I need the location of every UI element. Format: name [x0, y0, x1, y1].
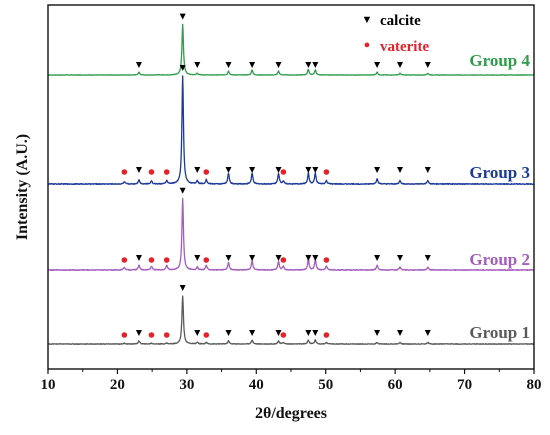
legend-vaterite-label: vaterite: [380, 39, 429, 55]
calcite-marker: [249, 330, 256, 336]
vaterite-marker: [323, 169, 330, 175]
vaterite-marker: [163, 257, 170, 263]
vaterite-marker: [163, 169, 170, 175]
calcite-marker: [374, 330, 381, 336]
calcite-marker: [397, 255, 404, 261]
series-group-1: Group 1: [47, 285, 535, 345]
series-label: Group 1: [469, 323, 530, 342]
legend: ▼ calcite ● vaterite: [362, 13, 430, 55]
vaterite-marker: [280, 257, 287, 263]
calcite-marker: [135, 255, 142, 261]
calcite-marker: [397, 62, 404, 68]
vaterite-marker: [148, 257, 155, 263]
calcite-marker: [135, 330, 142, 336]
calcite-marker: [275, 167, 282, 173]
calcite-marker: [249, 62, 256, 68]
x-tick-label: 30: [179, 377, 194, 393]
series-label: Group 4: [469, 51, 530, 70]
vaterite-marker: [121, 332, 128, 338]
series-group-3: Group 3: [47, 65, 535, 186]
legend-calcite-marker: ▼: [362, 14, 373, 26]
series-group-4: Group 4: [47, 13, 535, 76]
vaterite-marker: [203, 257, 210, 263]
plot-layer: Group 4 Group 3 Group 2 Group 1: [47, 13, 535, 345]
calcite-marker: [194, 167, 201, 173]
calcite-marker: [225, 167, 232, 173]
vaterite-marker: [323, 257, 330, 263]
x-tick-label: 40: [249, 377, 264, 393]
calcite-marker: [424, 255, 431, 261]
series-line: [47, 197, 535, 272]
x-axis: 10 20 30 40 50 60 70 80: [41, 369, 542, 393]
vaterite-marker: [163, 332, 170, 338]
x-tick-label: 60: [388, 377, 403, 393]
calcite-marker: [312, 255, 319, 261]
series-label: Group 3: [469, 163, 530, 182]
calcite-marker: [179, 285, 186, 291]
calcite-marker: [305, 167, 312, 173]
calcite-marker: [305, 255, 312, 261]
vaterite-marker: [280, 332, 287, 338]
vaterite-marker: [323, 332, 330, 338]
vaterite-marker: [148, 332, 155, 338]
vaterite-marker: [203, 332, 210, 338]
vaterite-marker: [280, 169, 287, 175]
plot-frame: [47, 4, 535, 370]
calcite-marker: [135, 62, 142, 68]
calcite-marker: [179, 187, 186, 194]
series-group-2: Group 2: [47, 187, 535, 272]
calcite-marker: [275, 62, 282, 68]
calcite-marker: [179, 65, 186, 71]
vaterite-marker: [121, 169, 128, 175]
calcite-marker: [194, 62, 201, 68]
x-axis-title: 2θ/degrees: [255, 405, 327, 422]
series-label: Group 2: [469, 250, 530, 269]
series-line: [47, 23, 535, 76]
x-tick-label: 70: [457, 377, 472, 393]
y-axis-title: Intensity (A.U.): [14, 134, 31, 240]
calcite-marker: [194, 330, 201, 336]
x-tick-label: 10: [41, 377, 56, 393]
legend-calcite-label: calcite: [380, 13, 421, 29]
calcite-marker: [275, 330, 282, 336]
calcite-marker: [305, 330, 312, 336]
calcite-marker: [225, 255, 232, 261]
x-tick-label: 80: [527, 377, 542, 393]
calcite-marker: [397, 167, 404, 173]
calcite-marker: [397, 330, 404, 336]
vaterite-marker: [148, 169, 155, 175]
calcite-marker: [424, 167, 431, 173]
calcite-marker: [374, 167, 381, 173]
x-tick-label: 50: [318, 377, 333, 393]
vaterite-marker: [121, 257, 128, 263]
series-line: [47, 295, 535, 345]
calcite-marker: [225, 330, 232, 336]
series-line: [47, 75, 535, 186]
x-tick-label: 20: [110, 377, 125, 393]
calcite-marker: [312, 167, 319, 173]
calcite-marker: [194, 255, 201, 261]
calcite-marker: [249, 167, 256, 173]
legend-vaterite-marker: ●: [364, 39, 371, 51]
calcite-marker: [424, 62, 431, 68]
calcite-marker: [225, 62, 232, 68]
calcite-marker: [374, 62, 381, 68]
calcite-marker: [312, 330, 319, 336]
calcite-marker: [249, 255, 256, 261]
calcite-marker: [275, 255, 282, 261]
vaterite-marker: [203, 169, 210, 175]
calcite-marker: [135, 167, 142, 173]
calcite-marker: [374, 255, 381, 261]
calcite-marker: [179, 13, 186, 20]
calcite-marker: [312, 62, 319, 68]
calcite-marker: [305, 62, 312, 68]
calcite-marker: [424, 330, 431, 336]
